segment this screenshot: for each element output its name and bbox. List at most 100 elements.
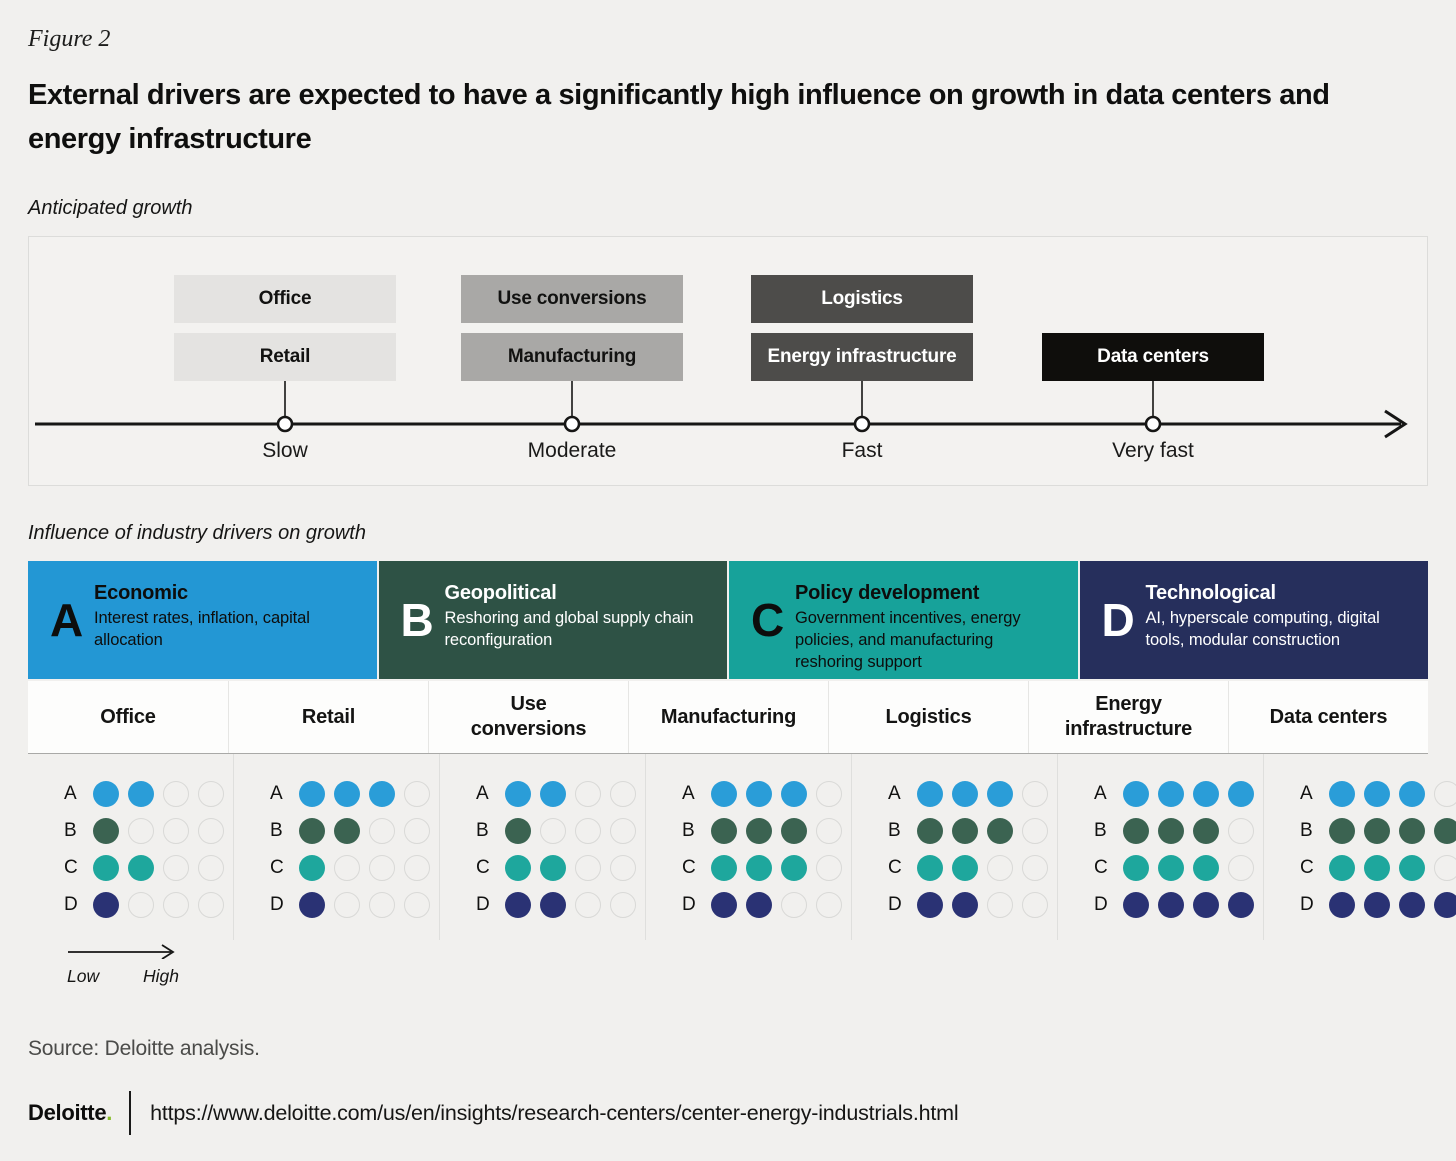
dot-empty	[816, 854, 842, 881]
dot-filled	[1329, 891, 1355, 918]
dot-row-use-conversions-A: A	[476, 780, 645, 807]
dot-empty	[610, 891, 636, 918]
dot-row-data-centers-A: A	[1300, 780, 1456, 807]
matrix-header-energy-infrastructure: Energy infrastructure	[1028, 681, 1228, 753]
dot-filled	[952, 817, 978, 844]
timeline-speed-label-fast: Fast	[841, 439, 883, 462]
dot-empty	[1228, 817, 1254, 844]
dot-row-letter: A	[270, 782, 283, 804]
footer-url: https://www.deloitte.com/us/en/insights/…	[150, 1100, 959, 1125]
driver-card-economic: A Economic Interest rates, inflation, capi…	[28, 561, 377, 679]
timeline-box-energy-infrastructure: Energy infrastructure	[751, 333, 973, 381]
dot-row-letter: B	[1094, 819, 1107, 841]
dot-filled	[93, 817, 119, 844]
dot-filled	[746, 854, 772, 881]
dot-row-data-centers-D: D	[1300, 891, 1456, 918]
dot-filled	[334, 780, 360, 807]
dot-filled	[1329, 780, 1355, 807]
driver-letter-C: C	[751, 594, 785, 646]
dot-filled	[746, 891, 772, 918]
dot-filled	[1193, 854, 1219, 881]
timeline-speed-label-very-fast: Very fast	[1112, 439, 1194, 462]
dot-row-letter: D	[888, 893, 902, 915]
dot-row-logistics-B: B	[888, 817, 1057, 844]
dot-filled	[917, 891, 943, 918]
dot-filled	[1193, 891, 1219, 918]
dot-empty	[610, 780, 636, 807]
driver-card-text: Policy development Government incentives,…	[795, 561, 1078, 674]
dot-row-manufacturing-B: B	[682, 817, 851, 844]
dot-row-letter: C	[682, 856, 696, 878]
dot-empty	[334, 854, 360, 881]
dot-filled	[1228, 780, 1254, 807]
driver-card-text: Economic Interest rates, inflation, capit…	[94, 561, 377, 652]
dot-empty	[610, 854, 636, 881]
influence-drivers-label: Influence of industry drivers on growth	[28, 522, 366, 544]
source-note: Source: Deloitte analysis.	[28, 1037, 260, 1060]
dot-empty	[1434, 854, 1456, 881]
matrix-header-data-centers: Data centers	[1228, 681, 1428, 753]
dot-filled	[505, 817, 531, 844]
dot-filled	[540, 780, 566, 807]
dot-empty	[1022, 780, 1048, 807]
dot-filled	[1123, 780, 1149, 807]
dot-row-letter: D	[476, 893, 490, 915]
dot-filled	[299, 817, 325, 844]
dot-row-letter: D	[1300, 893, 1314, 915]
timeline-axis	[35, 381, 1408, 439]
figure-number-label: Figure 2	[28, 26, 111, 52]
dot-filled	[781, 780, 807, 807]
dot-filled	[711, 780, 737, 807]
dot-row-energy-infrastructure-C: C	[1094, 854, 1263, 881]
dot-filled	[746, 780, 772, 807]
dot-empty	[404, 817, 430, 844]
footer: Deloitte. https://www.deloitte.com/us/en…	[28, 1091, 1428, 1135]
dot-filled	[299, 854, 325, 881]
dot-empty	[781, 891, 807, 918]
driver-card-title: Technological	[1145, 582, 1277, 604]
dot-filled	[1364, 817, 1390, 844]
dot-filled	[711, 817, 737, 844]
dot-empty	[575, 854, 601, 881]
dot-row-retail-B: B	[270, 817, 439, 844]
timeline-box-retail: Retail	[174, 333, 396, 381]
dot-filled	[93, 891, 119, 918]
dot-filled	[1364, 854, 1390, 881]
dot-empty	[369, 891, 395, 918]
anticipated-growth-panel: Office Retail Slow Use conversions Manufactu…	[28, 236, 1428, 486]
dot-filled	[540, 891, 566, 918]
dot-filled	[1399, 780, 1425, 807]
dot-empty	[163, 891, 189, 918]
dot-row-letter: C	[270, 856, 284, 878]
dot-row-letter: A	[888, 782, 901, 804]
dot-filled	[1158, 854, 1184, 881]
timeline-box-use-conversions: Use conversions	[461, 275, 683, 323]
dot-filled	[93, 854, 119, 881]
driver-card-text: Technological AI, hyperscale computing, d…	[1146, 561, 1429, 652]
dot-filled	[711, 891, 737, 918]
dot-empty	[1022, 891, 1048, 918]
driver-cards-row: A Economic Interest rates, inflation, capi…	[28, 561, 1428, 679]
matrix-header-office: Office	[100, 705, 156, 728]
dot-filled	[1228, 891, 1254, 918]
dot-filled	[952, 780, 978, 807]
dot-empty	[575, 817, 601, 844]
dot-row-letter: C	[888, 856, 902, 878]
dot-empty	[404, 780, 430, 807]
dot-empty	[404, 854, 430, 881]
dot-row-letter: D	[1094, 893, 1108, 915]
dot-filled	[1158, 817, 1184, 844]
dot-row-letter: B	[1300, 819, 1313, 841]
dot-empty	[163, 780, 189, 807]
driver-letter-D: D	[1101, 594, 1135, 646]
figure-title: External drivers are expected to have a …	[28, 79, 1330, 155]
dot-row-letter: B	[270, 819, 283, 841]
low-high-arrow-icon	[68, 944, 175, 960]
dot-empty	[128, 817, 154, 844]
dot-row-letter: B	[476, 819, 489, 841]
